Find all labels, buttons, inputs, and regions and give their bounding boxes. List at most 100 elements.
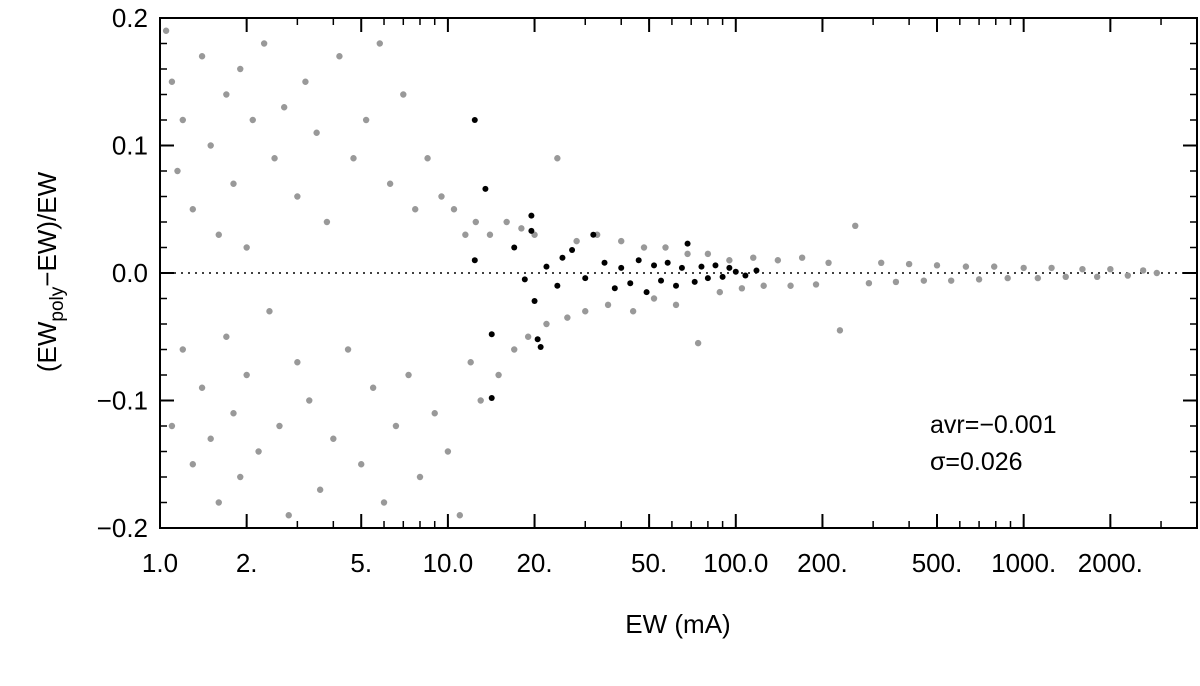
- data-point: [386, 180, 394, 187]
- data-point: [650, 295, 658, 302]
- data-point: [316, 486, 324, 493]
- data-point: [271, 155, 278, 162]
- data-point: [198, 384, 206, 391]
- data-point: [836, 327, 844, 334]
- data-point: [704, 275, 711, 282]
- data-point: [618, 237, 625, 245]
- x-axis-label: EW (mA): [625, 609, 730, 639]
- data-point: [812, 281, 820, 288]
- data-point: [559, 254, 566, 261]
- data-point: [358, 461, 365, 468]
- data-point: [774, 257, 782, 264]
- data-point: [673, 282, 680, 289]
- data-point: [255, 448, 262, 455]
- data-point: [424, 155, 431, 162]
- y-tick-label: 0.2: [112, 3, 148, 33]
- data-point: [168, 78, 176, 85]
- data-point: [787, 282, 794, 289]
- data-point: [223, 91, 230, 98]
- data-point: [691, 278, 698, 285]
- data-point: [482, 185, 489, 192]
- data-point: [380, 499, 388, 506]
- data-point: [179, 116, 186, 124]
- data-point: [528, 227, 535, 234]
- data-point: [189, 461, 197, 468]
- data-point: [243, 371, 250, 379]
- data-point: [444, 448, 452, 455]
- data-point: [1079, 265, 1086, 273]
- data-point: [362, 116, 370, 124]
- data-point: [543, 320, 550, 328]
- data-point: [237, 473, 244, 481]
- data-point: [179, 346, 186, 353]
- x-tick-label: 5.: [350, 548, 372, 578]
- data-point: [230, 410, 237, 417]
- data-point: [249, 116, 256, 124]
- data-point: [753, 267, 760, 274]
- y-axis-label-suffix: −EW)/EW: [32, 171, 62, 286]
- x-tick-label: 200.: [797, 548, 848, 578]
- data-point: [543, 263, 550, 270]
- data-point: [1020, 264, 1027, 272]
- data-point: [168, 422, 176, 430]
- data-point: [905, 260, 913, 268]
- data-point: [537, 343, 544, 350]
- y-tick-label: 0.1: [112, 131, 148, 161]
- data-point: [477, 397, 484, 404]
- data-point: [627, 280, 634, 287]
- data-point: [336, 53, 343, 60]
- annotation-sigma: σ=0.026: [930, 448, 1023, 476]
- data-point: [521, 276, 528, 283]
- data-point: [215, 231, 222, 238]
- data-point: [467, 359, 474, 366]
- y-axis-label-prefix: (EW: [32, 321, 62, 372]
- data-point: [975, 276, 983, 283]
- data-point: [302, 78, 309, 85]
- data-point: [825, 259, 832, 266]
- series-gray-points: [162, 27, 1160, 519]
- x-tick-label: 10.0: [423, 548, 474, 578]
- data-point: [323, 218, 331, 226]
- data-point: [456, 512, 464, 519]
- x-tick-label: 2.: [236, 548, 258, 578]
- data-point: [405, 371, 412, 379]
- data-point: [554, 155, 561, 162]
- data-point: [223, 333, 230, 340]
- data-point: [684, 240, 691, 247]
- data-point: [294, 193, 301, 200]
- data-point: [564, 314, 571, 321]
- data-point: [604, 301, 612, 309]
- data-point: [472, 218, 479, 226]
- data-point: [933, 262, 941, 269]
- data-point: [962, 263, 970, 270]
- data-point: [635, 257, 642, 264]
- data-point: [207, 435, 214, 442]
- data-point: [431, 410, 438, 417]
- data-point: [726, 264, 733, 271]
- data-point: [207, 142, 214, 149]
- data-point: [698, 263, 705, 270]
- data-points: [162, 27, 1160, 519]
- x-tick-label: 2000.: [1078, 548, 1143, 578]
- data-point: [991, 263, 998, 270]
- data-point: [438, 193, 445, 200]
- data-point: [237, 65, 244, 73]
- data-point: [1048, 264, 1055, 272]
- data-point: [1139, 267, 1147, 274]
- data-point: [344, 346, 352, 353]
- data-point: [412, 206, 419, 213]
- data-point: [503, 218, 510, 226]
- data-point: [694, 339, 702, 347]
- y-tick-label: 0.0: [112, 258, 148, 288]
- x-tick-label: 1.0: [142, 548, 178, 578]
- data-point: [618, 264, 625, 271]
- y-axis-label: (EWpoly−EW)/EW: [32, 171, 68, 372]
- data-point: [719, 273, 726, 280]
- data-point: [162, 27, 170, 34]
- data-point: [294, 359, 301, 366]
- data-point: [230, 180, 237, 187]
- data-point: [554, 282, 561, 289]
- data-point: [920, 277, 928, 284]
- data-point: [678, 264, 685, 271]
